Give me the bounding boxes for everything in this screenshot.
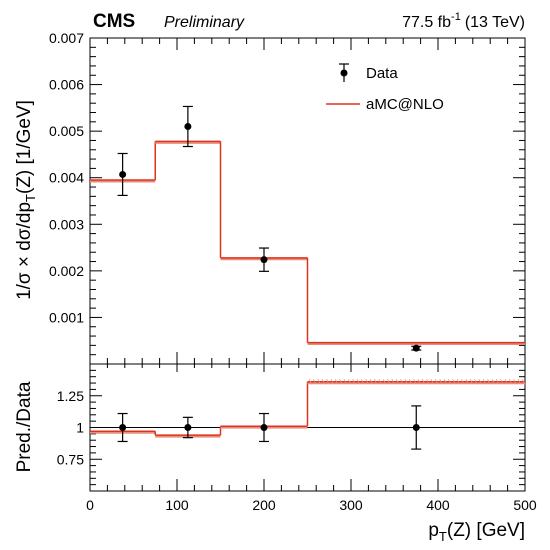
ratio-prediction-hatch xyxy=(317,379,321,385)
x-tick-label: 100 xyxy=(165,497,189,513)
main-y-tick-label: 0.006 xyxy=(49,77,84,93)
ratio-prediction-hatch xyxy=(330,379,334,385)
ratio-y-tick-label: 1.25 xyxy=(57,388,84,404)
ratio-data-point xyxy=(260,424,268,431)
ratio-y-tick-label: 0.75 xyxy=(57,451,84,467)
ratio-prediction-hatch xyxy=(343,379,348,385)
ratio-prediction-hatch xyxy=(391,379,395,385)
ratio-prediction-hatch xyxy=(361,379,365,385)
legend-data-label: Data xyxy=(366,65,398,82)
legend-data-marker xyxy=(340,69,348,77)
ratio-prediction-hatch xyxy=(439,379,443,385)
main-prediction-steps xyxy=(90,140,525,346)
main-y-tick-label: 0.005 xyxy=(49,123,84,139)
x-tick-label: 500 xyxy=(513,497,537,513)
ratio-y-tick-labels: 0.75 1 1.25 xyxy=(57,388,84,468)
main-y-axis-title: 1/σ × dσ/dpT(Z) [1/GeV] xyxy=(14,100,38,300)
ratio-prediction-hatch xyxy=(313,379,317,385)
ratio-prediction-hatch xyxy=(504,379,508,385)
main-data-point xyxy=(412,344,420,352)
ratio-prediction-hatch xyxy=(382,379,387,385)
ratio-prediction-hatch xyxy=(522,379,526,385)
main-y-tick-label: 0.004 xyxy=(49,170,84,186)
ratio-prediction-hatch xyxy=(356,379,361,385)
ratio-prediction-hatch xyxy=(378,379,382,385)
ratio-y-axis-title: Pred./Data xyxy=(14,381,35,472)
x-tick-labels: 0 100 200 300 400 500 xyxy=(86,497,537,513)
status-label: Preliminary xyxy=(164,14,245,31)
ratio-prediction-hatch xyxy=(500,379,504,385)
main-data-point xyxy=(119,170,127,178)
main-y-tick-label: 0.003 xyxy=(49,216,84,232)
ratio-prediction-hatch xyxy=(474,379,478,385)
main-y-tick-label: 0.001 xyxy=(49,309,84,325)
main-y-tick-label: 0.002 xyxy=(49,263,84,279)
ratio-prediction-hatch xyxy=(400,379,404,385)
ratio-data-point xyxy=(184,424,192,431)
ratio-prediction-hatch xyxy=(417,379,421,385)
x-ticks xyxy=(89,364,526,491)
legend: Data aMC@NLO xyxy=(326,63,444,113)
ratio-prediction-hatch xyxy=(517,379,522,385)
x-axis-title: pT(Z) [GeV] xyxy=(428,520,525,544)
ratio-prediction-hatch xyxy=(321,379,326,385)
ratio-prediction-hatch xyxy=(369,379,374,385)
ratio-prediction-hatch xyxy=(448,379,452,385)
ratio-prediction-hatch xyxy=(395,379,400,385)
ratio-prediction-hatch xyxy=(326,379,330,385)
ratio-prediction-hatch xyxy=(465,379,469,385)
ratio-prediction-hatch xyxy=(421,379,426,385)
luminosity-label: 77.5 fb-1 (13 TeV) xyxy=(402,11,525,31)
ratio-prediction-hatch xyxy=(348,379,352,385)
ratio-prediction-hatch xyxy=(461,379,465,385)
main-data-point xyxy=(260,256,268,264)
luminosity-exponent: -1 xyxy=(451,11,461,23)
ratio-prediction-hatch xyxy=(435,379,439,385)
main-y-tick-label: 0.007 xyxy=(49,30,84,46)
ratio-prediction-hatch xyxy=(374,379,378,385)
ratio-prediction-hatch xyxy=(404,379,408,385)
luminosity-energy: (13 TeV) xyxy=(465,14,525,31)
ratio-panel: 0.75 1 1.25 0 100 200 300 400 500 xyxy=(57,363,537,513)
ratio-prediction-hatch xyxy=(495,379,500,385)
ratio-prediction-hatch xyxy=(413,379,417,385)
legend-prediction-label: aMC@NLO xyxy=(366,96,444,113)
ratio-prediction-hatch xyxy=(482,379,487,385)
ratio-prediction-hatch xyxy=(443,379,448,385)
ratio-prediction-hatch xyxy=(352,379,356,385)
ratio-prediction-hatch xyxy=(478,379,482,385)
ratio-prediction-hatch xyxy=(365,379,369,385)
ratio-prediction-hatch xyxy=(508,379,513,385)
ratio-y-ticks xyxy=(90,363,525,492)
ratio-prediction-hatch xyxy=(491,379,495,385)
ratio-data-points xyxy=(117,405,422,450)
main-data-point xyxy=(184,122,192,130)
ratio-prediction-hatch xyxy=(339,379,343,385)
main-panel: 0.001 0.002 0.003 0.004 0.005 0.006 0.007 xyxy=(49,30,526,365)
experiment-label: CMS xyxy=(93,11,135,32)
ratio-prediction-hatch xyxy=(334,379,339,385)
luminosity-value: 77.5 fb xyxy=(402,14,451,31)
ratio-y-tick-label: 1 xyxy=(76,420,84,436)
ratio-prediction-hatch xyxy=(426,379,430,385)
ratio-data-point xyxy=(119,424,127,431)
ratio-prediction-hatch xyxy=(308,379,313,385)
x-tick-label: 0 xyxy=(86,497,94,513)
x-tick-label: 300 xyxy=(339,497,363,513)
ratio-prediction-hatch xyxy=(408,379,413,385)
main-y-tick-labels: 0.001 0.002 0.003 0.004 0.005 0.006 0.007 xyxy=(49,30,84,325)
ratio-data-point xyxy=(412,424,420,431)
ratio-prediction-hatch xyxy=(456,379,461,385)
ratio-prediction-hatch xyxy=(452,379,456,385)
ratio-prediction-hatch xyxy=(469,379,474,385)
x-tick-label: 400 xyxy=(426,497,450,513)
ratio-prediction-hatch xyxy=(487,379,491,385)
ratio-prediction-hatch xyxy=(430,379,435,385)
main-y-ticks xyxy=(89,37,526,365)
ratio-prediction-hatch xyxy=(513,379,517,385)
main-data-points xyxy=(117,105,422,352)
ratio-prediction-hatch xyxy=(387,379,391,385)
x-tick-label: 200 xyxy=(252,497,276,513)
